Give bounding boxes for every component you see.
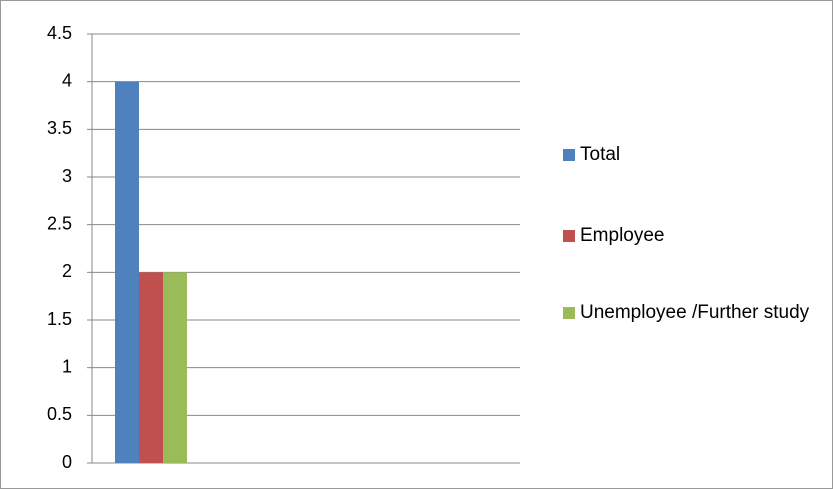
y-tick-label: 4 <box>62 70 72 90</box>
y-tick-label: 2 <box>62 261 72 281</box>
legend-label: Employee <box>580 225 665 246</box>
bar <box>163 272 187 463</box>
bar <box>115 81 139 464</box>
y-tick-label: 0 <box>62 452 72 472</box>
y-tick-label: 3 <box>62 166 72 186</box>
legend-label: Total <box>580 144 621 165</box>
y-tick-label: 0.5 <box>47 404 72 424</box>
legend-label: Unemployee /Further study <box>580 302 810 323</box>
bar <box>139 272 163 463</box>
legend-entry: Employee <box>563 221 813 251</box>
y-tick-label: 2.5 <box>47 213 72 233</box>
legend-swatch <box>563 230 575 242</box>
y-tick-label: 4.5 <box>47 23 72 43</box>
y-tick-label: 3.5 <box>47 118 72 138</box>
legend-entry: Unemployee /Further study <box>563 298 813 328</box>
y-tick-label: 1 <box>62 356 72 376</box>
legend-swatch <box>563 307 575 319</box>
legend-swatch <box>563 149 575 161</box>
y-tick-label: 1.5 <box>47 309 72 329</box>
legend-entry: Total <box>563 140 813 170</box>
